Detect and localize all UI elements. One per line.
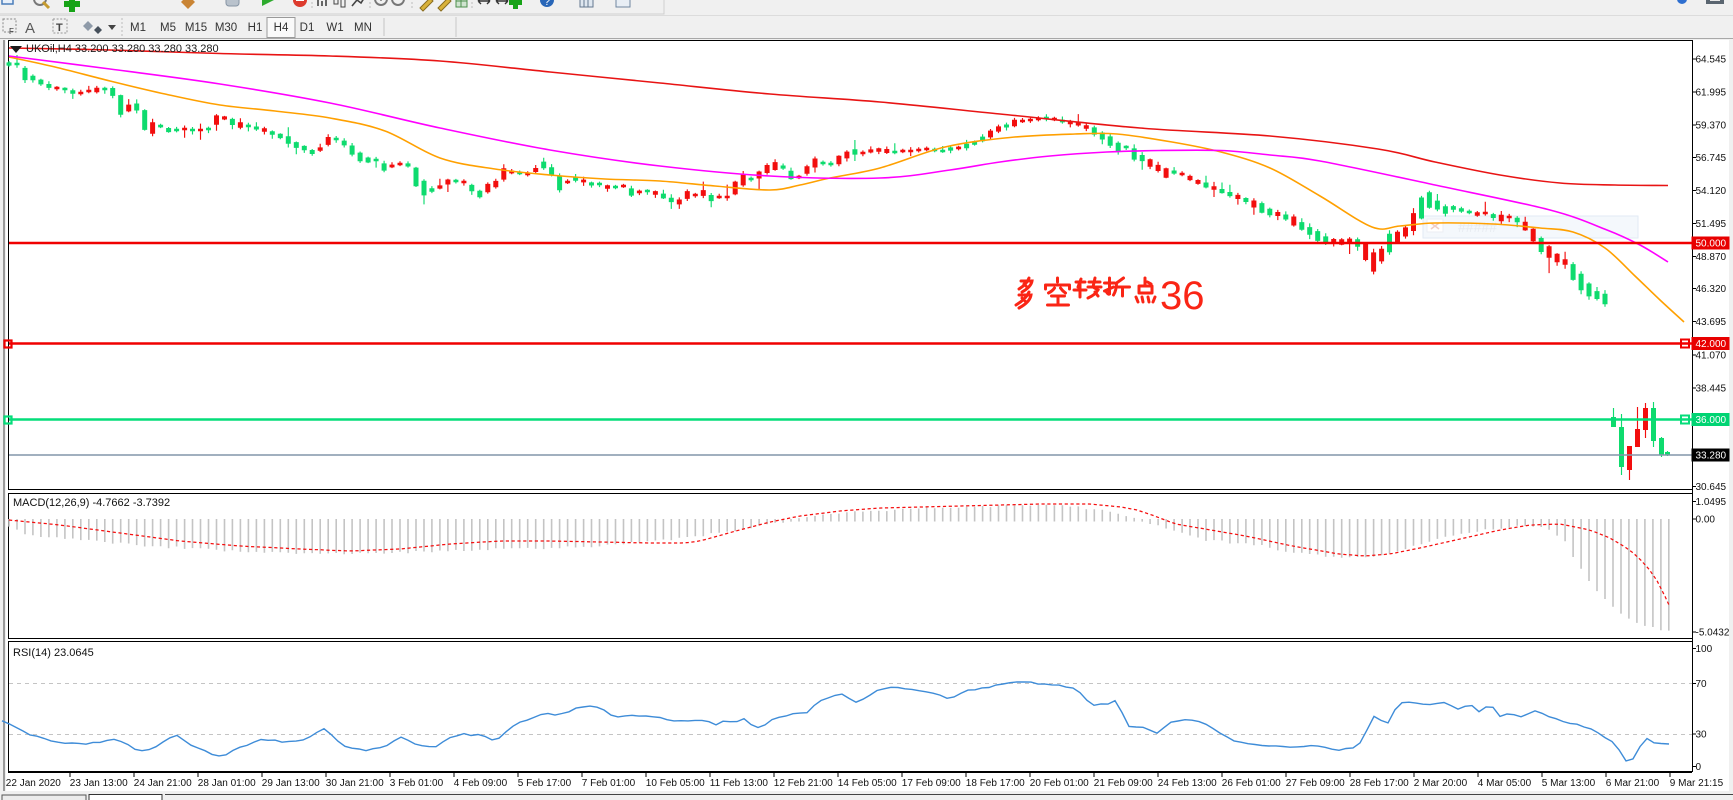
svg-text:H1: H1 [248, 22, 263, 34]
svg-text:24 Jan 21:00: 24 Jan 21:00 [134, 778, 192, 789]
svg-text:0.00: 0.00 [1696, 515, 1716, 526]
svg-text:30.645: 30.645 [1696, 482, 1727, 493]
svg-text:29 Jan 13:00: 29 Jan 13:00 [262, 778, 320, 789]
svg-text:21 Feb 09:00: 21 Feb 09:00 [1094, 778, 1153, 789]
svg-text:M1: M1 [130, 22, 146, 34]
svg-text:46.320: 46.320 [1696, 284, 1727, 295]
svg-text:UKOil,H4 33.200 33.280 33.280: UKOil,H4 33.200 33.280 33.280 33.280 [26, 43, 219, 55]
svg-text:MACD(12,26,9) -4.7662 -3.7392: MACD(12,26,9) -4.7662 -3.7392 [13, 497, 170, 509]
svg-text:36.000: 36.000 [1696, 415, 1727, 426]
svg-text:H4: H4 [274, 22, 289, 34]
svg-text:4 Mar 05:00: 4 Mar 05:00 [1478, 778, 1532, 789]
svg-text:64.545: 64.545 [1696, 55, 1727, 66]
svg-text:MN: MN [354, 22, 372, 34]
svg-text:43.695: 43.695 [1696, 317, 1727, 328]
svg-text:T: T [56, 22, 63, 34]
svg-text:?: ? [544, 0, 550, 8]
svg-text:17 Feb 09:00: 17 Feb 09:00 [902, 778, 961, 789]
svg-text:24 Feb 13:00: 24 Feb 13:00 [1158, 778, 1217, 789]
svg-text:38.445: 38.445 [1696, 384, 1727, 395]
svg-text:36: 36 [1160, 274, 1205, 318]
svg-text:56.745: 56.745 [1696, 153, 1727, 164]
svg-text:30 Jan 21:00: 30 Jan 21:00 [326, 778, 384, 789]
svg-text:27 Feb 09:00: 27 Feb 09:00 [1286, 778, 1345, 789]
svg-text:M5: M5 [160, 22, 176, 34]
svg-text:A: A [25, 20, 35, 37]
svg-text:4 Feb 09:00: 4 Feb 09:00 [454, 778, 508, 789]
svg-text:26 Feb 01:00: 26 Feb 01:00 [1222, 778, 1281, 789]
svg-text:M15: M15 [185, 22, 207, 34]
svg-text:F: F [9, 27, 14, 36]
svg-text:51.495: 51.495 [1696, 219, 1727, 230]
svg-text:50.000: 50.000 [1696, 239, 1727, 250]
svg-text:0: 0 [1696, 762, 1702, 773]
svg-text:41.070: 41.070 [1696, 351, 1727, 362]
svg-text:1.0495: 1.0495 [1696, 497, 1727, 508]
svg-text:18 Feb 17:00: 18 Feb 17:00 [966, 778, 1025, 789]
svg-text:42.000: 42.000 [1696, 339, 1727, 350]
svg-text:9 Mar 21:15: 9 Mar 21:15 [1670, 778, 1724, 789]
svg-text:48.870: 48.870 [1696, 252, 1727, 263]
svg-text:W1: W1 [326, 22, 343, 34]
svg-text:23 Jan 13:00: 23 Jan 13:00 [70, 778, 128, 789]
svg-text:12 Feb 21:00: 12 Feb 21:00 [774, 778, 833, 789]
svg-text:59.370: 59.370 [1696, 121, 1727, 132]
svg-text:11 Feb 13:00: 11 Feb 13:00 [710, 778, 769, 789]
svg-text:2 Mar 20:00: 2 Mar 20:00 [1414, 778, 1468, 789]
svg-text:7 Feb 01:00: 7 Feb 01:00 [582, 778, 636, 789]
svg-text:RSI(14) 23.0645: RSI(14) 23.0645 [13, 647, 94, 659]
svg-text:3 Feb 01:00: 3 Feb 01:00 [390, 778, 444, 789]
svg-text:28 Feb 17:00: 28 Feb 17:00 [1350, 778, 1409, 789]
svg-text:20 Feb 01:00: 20 Feb 01:00 [1030, 778, 1089, 789]
svg-text:28 Jan 01:00: 28 Jan 01:00 [198, 778, 256, 789]
svg-text:30: 30 [1696, 730, 1708, 741]
svg-text:14 Feb 05:00: 14 Feb 05:00 [838, 778, 897, 789]
svg-text:22 Jan 2020: 22 Jan 2020 [6, 778, 61, 789]
svg-text:54.120: 54.120 [1696, 186, 1727, 197]
svg-text:100: 100 [1696, 644, 1713, 655]
svg-text:70: 70 [1696, 679, 1708, 690]
svg-text:33.280: 33.280 [1696, 451, 1727, 462]
svg-text:#####: ##### [1458, 219, 1497, 235]
svg-text:6 Mar 21:00: 6 Mar 21:00 [1606, 778, 1660, 789]
svg-text:10 Feb 05:00: 10 Feb 05:00 [646, 778, 705, 789]
svg-text:5 Mar 13:00: 5 Mar 13:00 [1542, 778, 1596, 789]
svg-text:-5.0432: -5.0432 [1696, 628, 1730, 639]
svg-text:61.995: 61.995 [1696, 88, 1727, 99]
svg-text:M30: M30 [215, 22, 237, 34]
svg-text:5 Feb 17:00: 5 Feb 17:00 [518, 778, 572, 789]
svg-text:D1: D1 [300, 22, 315, 34]
